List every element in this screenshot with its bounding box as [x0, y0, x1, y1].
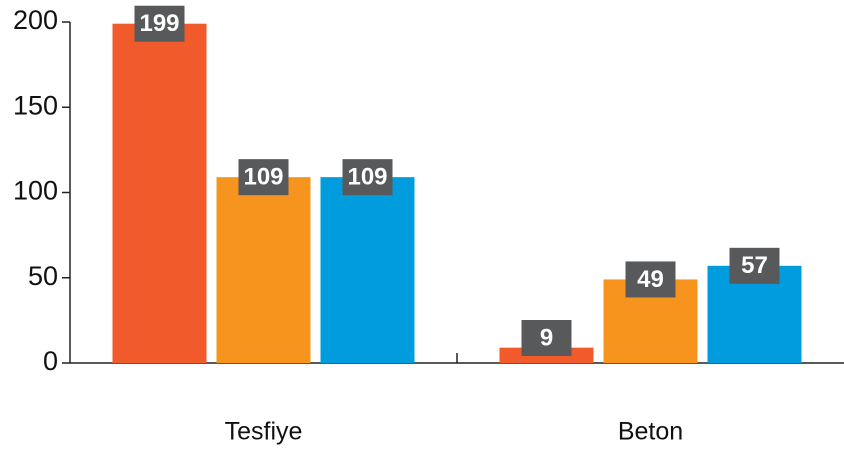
- y-tick-label: 150: [13, 90, 58, 120]
- x-tick-label: Beton: [618, 418, 683, 446]
- data-label: 109: [243, 163, 283, 190]
- data-label: 49: [637, 266, 664, 293]
- y-tick-label: 0: [43, 346, 58, 376]
- x-tick-label: Tesfiye: [225, 418, 303, 446]
- bar: [216, 177, 311, 363]
- y-tick-label: 100: [13, 176, 58, 206]
- data-label: 109: [347, 163, 387, 190]
- y-tick-label: 200: [13, 5, 58, 35]
- data-label: 9: [540, 324, 553, 351]
- data-label: 199: [139, 10, 179, 37]
- bar: [320, 177, 415, 363]
- data-label-box: [342, 159, 393, 196]
- data-label-box: [238, 159, 289, 196]
- y-tick-label: 50: [28, 261, 58, 291]
- data-label-box: [625, 261, 676, 298]
- data-label: 57: [741, 252, 768, 279]
- data-label-box: [729, 247, 780, 284]
- data-label-box: [134, 5, 185, 42]
- bar: [112, 23, 207, 364]
- data-label-box: [521, 320, 572, 356]
